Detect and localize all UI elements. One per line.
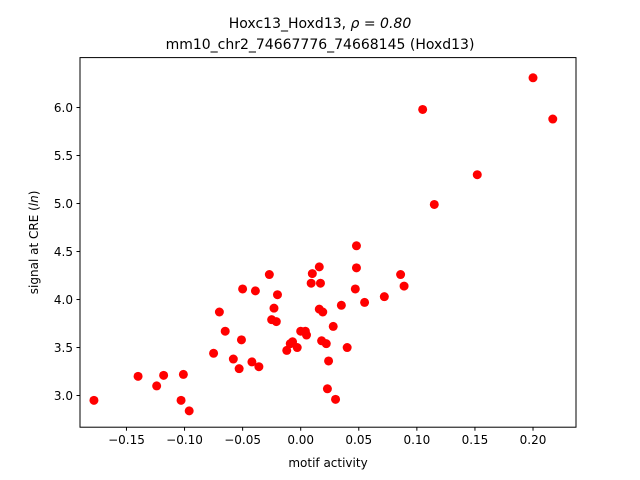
x-tick-label: 0.00 <box>287 433 314 447</box>
data-point <box>399 281 409 291</box>
data-point <box>396 270 406 280</box>
data-point <box>247 357 257 367</box>
data-point <box>324 356 334 366</box>
data-point <box>236 335 246 345</box>
data-point <box>159 370 169 380</box>
x-tick-label: −0.05 <box>224 433 261 447</box>
x-tick-label: 0.10 <box>404 433 431 447</box>
y-tick-label: 3.0 <box>54 389 73 403</box>
data-point <box>472 170 482 180</box>
data-point <box>176 395 186 405</box>
data-point <box>184 406 194 416</box>
data-point <box>528 73 538 83</box>
y-tick-label: 5.5 <box>54 149 73 163</box>
x-axis-label: motif activity <box>288 456 367 470</box>
data-point <box>214 307 224 317</box>
data-point <box>315 278 325 288</box>
data-point <box>548 114 558 124</box>
data-point <box>269 303 279 313</box>
data-point <box>292 343 302 353</box>
data-point <box>272 290 282 300</box>
data-point <box>318 307 328 317</box>
x-tick-label: 0.05 <box>345 433 372 447</box>
data-point <box>350 284 360 294</box>
data-point <box>360 297 370 307</box>
data-point <box>322 384 332 394</box>
data-point <box>209 348 219 358</box>
data-point <box>418 104 428 114</box>
data-point <box>254 362 264 372</box>
data-point <box>302 330 312 340</box>
data-point <box>234 364 244 374</box>
chart-subtitle: mm10_chr2_74667776_74668145 (Hoxd13) <box>166 37 475 53</box>
data-points <box>89 73 558 416</box>
data-point <box>238 284 248 294</box>
data-point <box>306 278 316 288</box>
data-point <box>351 241 361 251</box>
data-point <box>321 339 331 349</box>
data-point <box>264 270 274 280</box>
data-point <box>351 263 361 273</box>
y-axis-ticks: 3.0 3.5 4.0 4.5 5.0 5.5 6.0 <box>54 101 80 403</box>
data-point <box>89 395 99 405</box>
data-point <box>133 371 143 381</box>
data-point <box>331 394 341 404</box>
data-point <box>429 199 439 209</box>
data-point <box>282 345 292 355</box>
data-point <box>379 292 389 302</box>
x-tick-label: −0.10 <box>166 433 203 447</box>
data-point <box>271 317 281 327</box>
y-tick-label: 4.0 <box>54 293 73 307</box>
data-point <box>307 269 317 279</box>
data-point <box>336 300 346 310</box>
y-axis-label: signal at CRE (ln) <box>27 191 41 295</box>
data-point <box>342 343 352 353</box>
y-tick-label: 4.5 <box>54 245 73 259</box>
x-tick-label: 0.20 <box>520 433 547 447</box>
y-tick-label: 3.5 <box>54 341 73 355</box>
x-tick-label: −0.15 <box>108 433 145 447</box>
data-point <box>152 381 162 391</box>
data-point <box>328 321 338 331</box>
y-tick-label: 6.0 <box>54 101 73 115</box>
data-point <box>178 369 188 379</box>
chart-title: Hoxc13_Hoxd13, ρ = 0.80 <box>229 16 412 32</box>
data-point <box>228 354 238 364</box>
x-tick-label: 0.15 <box>462 433 489 447</box>
x-axis-ticks: −0.15 −0.10 −0.05 0.00 0.05 0.10 0.15 0.20 <box>108 427 546 447</box>
data-point <box>250 286 260 296</box>
plot-frame <box>79 57 577 428</box>
data-point <box>314 262 324 272</box>
y-tick-label: 5.0 <box>54 197 73 211</box>
data-point <box>220 326 230 336</box>
